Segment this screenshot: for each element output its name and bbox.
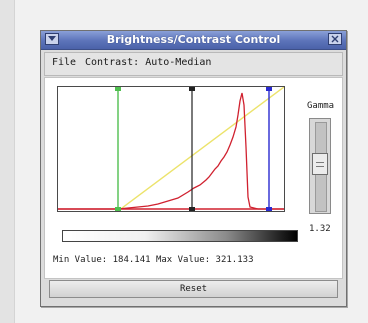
gamma-value: 1.32	[309, 224, 331, 234]
gamma-slider-thumb[interactable]	[312, 153, 328, 175]
menu-contrast[interactable]: Contrast: Auto-Median	[85, 57, 212, 68]
max-marker-handle-top[interactable]	[266, 87, 272, 91]
close-icon	[331, 35, 339, 43]
chevron-down-icon	[48, 36, 56, 41]
title-bar[interactable]: Brightness/Contrast Control	[41, 31, 346, 50]
grayscale-gradient-bar	[62, 230, 298, 242]
max-marker-handle-bottom[interactable]	[266, 207, 272, 211]
histogram-curve	[58, 92, 284, 210]
min-max-readout: Min Value: 184.141 Max Value: 321.133	[53, 255, 254, 265]
min-marker-handle-top[interactable]	[115, 87, 121, 91]
histogram-plot[interactable]	[57, 86, 285, 212]
window-close-button[interactable]	[328, 33, 342, 45]
window-menu-button[interactable]	[45, 33, 59, 45]
transfer-curve	[117, 87, 284, 211]
window-title: Brightness/Contrast Control	[106, 33, 281, 46]
menu-file[interactable]: File	[52, 57, 77, 68]
median-marker-handle-top[interactable]	[189, 87, 195, 91]
gamma-label: Gamma	[307, 101, 335, 111]
background-strip	[0, 0, 15, 323]
min-marker-handle-bottom[interactable]	[115, 207, 121, 211]
gamma-slider[interactable]	[309, 118, 331, 214]
control-panel: Gamma 1.32 Min Value: 184.141 Max Value:…	[44, 77, 343, 279]
brightness-contrast-window: Brightness/Contrast Control File Contras…	[40, 30, 347, 307]
reset-button[interactable]: Reset	[49, 280, 338, 298]
menu-bar: File Contrast: Auto-Median	[44, 52, 343, 76]
median-marker-handle-bottom[interactable]	[189, 207, 195, 211]
